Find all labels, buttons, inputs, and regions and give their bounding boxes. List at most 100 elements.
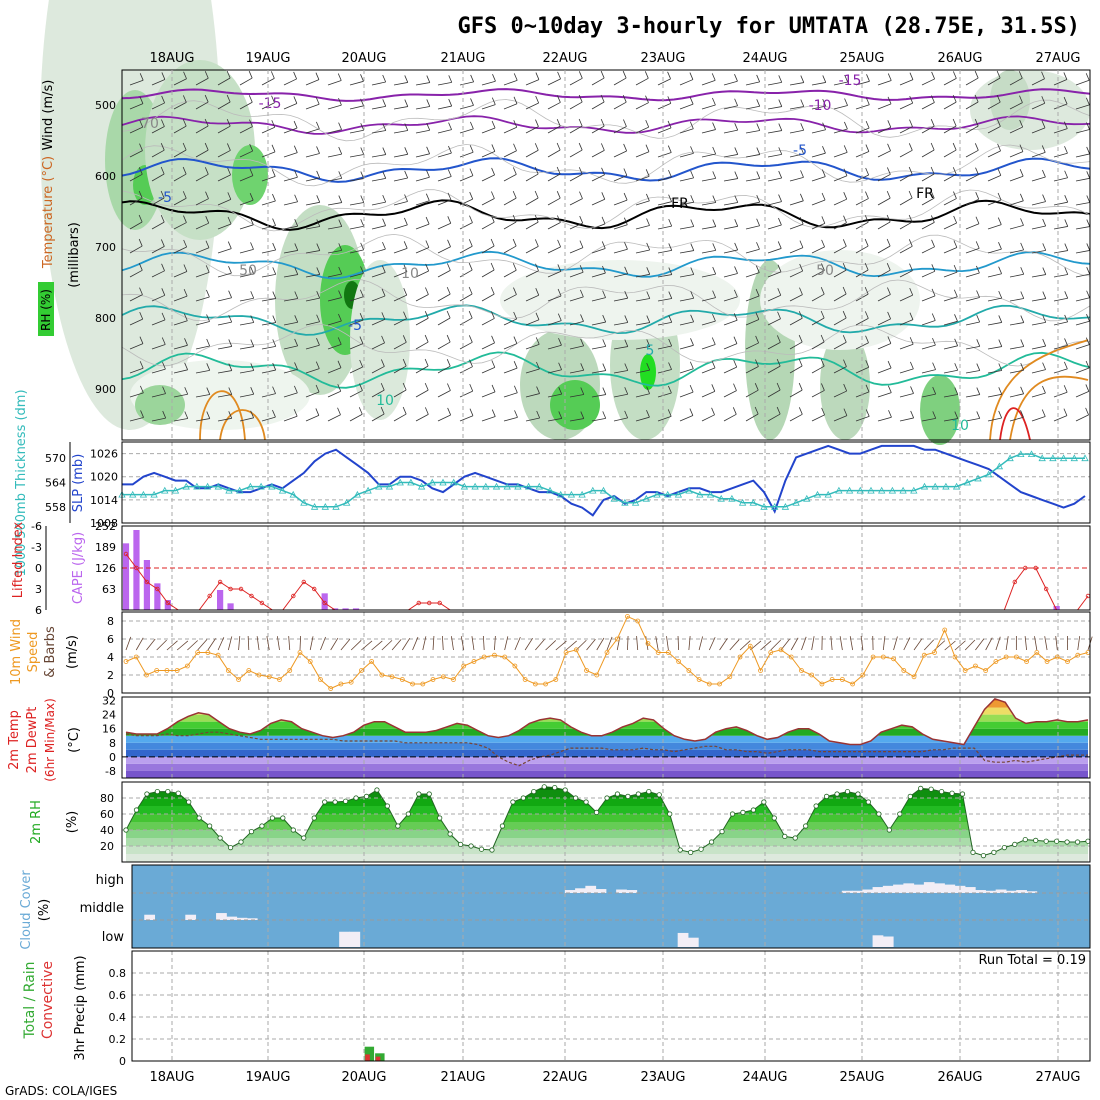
wind-barb-flag <box>139 119 144 128</box>
wind-barb <box>635 346 650 350</box>
cloud-level-label: middle <box>80 901 124 916</box>
wind-speed-point <box>133 654 139 660</box>
wind-barb-flag <box>1019 169 1024 177</box>
rh-band <box>126 838 1088 846</box>
wind-barb <box>349 319 364 326</box>
wind-barb <box>899 393 914 398</box>
thickness-point <box>182 482 190 490</box>
wind-barb-flag <box>138 263 143 271</box>
wind-barb-flag <box>271 144 276 152</box>
temp-tick-label: 0 <box>109 751 116 764</box>
rh-point <box>729 811 736 817</box>
wind-barb <box>1031 274 1046 278</box>
wind-barb-flag <box>315 72 320 80</box>
wind-barb <box>1031 201 1046 206</box>
axis-label: Temperature (°C) <box>41 156 56 269</box>
wind-barb <box>1075 297 1090 302</box>
wind-barb <box>789 129 804 134</box>
wind-barb <box>371 640 383 651</box>
cloud-bar-middle <box>236 917 248 920</box>
wind-barb <box>156 639 167 651</box>
thickness-point <box>738 498 747 506</box>
wind-barb-flag <box>624 266 628 274</box>
wind-barb <box>1053 128 1068 134</box>
wind-barb-flag <box>403 264 408 272</box>
wind-barb-flag <box>535 263 539 271</box>
wind-barb <box>760 640 772 651</box>
wind-barb-flag <box>800 75 805 83</box>
cloud-bar-low <box>872 935 884 947</box>
wind-barb-flag <box>754 406 759 415</box>
axis-label: (%) <box>37 899 52 922</box>
rh-band <box>126 854 1088 862</box>
wind-barb <box>855 391 870 398</box>
wind-barb <box>943 247 958 254</box>
wind-barb-flag <box>952 167 957 175</box>
wind-barb <box>173 271 188 278</box>
precip-tick-label: 0 <box>119 1055 126 1068</box>
wind-barb-flag <box>624 363 629 371</box>
wind-barb <box>657 274 672 278</box>
wind-barb <box>327 390 341 398</box>
rh-point <box>562 787 568 793</box>
wind-barb-flag <box>206 289 210 298</box>
wind-barb <box>877 150 891 158</box>
wind-barb-flag <box>558 411 563 419</box>
wind-barb <box>708 637 716 651</box>
wind-speed-point <box>604 650 610 655</box>
wind-barb-flag <box>623 119 627 127</box>
thickness-point <box>781 502 790 510</box>
wind-barb <box>129 269 143 278</box>
wind-barb <box>151 197 165 206</box>
wind-barb <box>811 317 825 326</box>
wind-barb-flag <box>1064 267 1069 275</box>
thickness-point <box>471 482 479 490</box>
wind-barb <box>679 103 694 110</box>
wind-barb <box>954 640 966 651</box>
wind-barb-flag <box>711 360 716 369</box>
wind-barb <box>340 638 351 651</box>
wind-barb <box>877 197 891 206</box>
rh-point <box>771 815 777 821</box>
wind-barb-flag <box>338 146 343 155</box>
wind-barb-flag <box>624 291 629 299</box>
wind-speed-point <box>358 668 364 673</box>
wind-barb <box>525 245 539 254</box>
wind-barb-flag <box>228 266 232 274</box>
wind-barb <box>701 297 716 302</box>
wind-barb <box>327 178 342 182</box>
temp-band <box>126 735 1088 743</box>
wind-speed-point <box>174 668 180 673</box>
wind-barb <box>261 416 276 422</box>
wind-barb-flag <box>315 361 320 369</box>
cloud-bar-high <box>934 883 945 893</box>
wind-barb <box>855 416 870 422</box>
rh-point <box>614 791 621 797</box>
wind-barb <box>349 178 364 182</box>
wind-barb-flag <box>601 167 605 175</box>
wind-speed-point <box>328 686 334 691</box>
wind-speed-point <box>502 654 508 660</box>
temp-line <box>125 697 1089 746</box>
wind-barb-flag <box>468 335 473 343</box>
wind-barb-flag <box>360 123 365 131</box>
wind-barb <box>899 79 914 86</box>
wind-speed-point <box>911 674 917 680</box>
pressure-tick-label: 500 <box>95 99 116 112</box>
wind-barb-flag <box>953 215 958 224</box>
wind-barb <box>1009 102 1023 110</box>
pressure-tick-label: 900 <box>95 383 116 396</box>
wind-barb <box>261 176 276 182</box>
wind-barb-flag <box>338 195 343 203</box>
wind-barb-flag <box>139 96 144 104</box>
wind-barb <box>635 151 650 158</box>
wind-speed-point <box>993 659 999 664</box>
wind-barb-flag <box>865 384 870 392</box>
wind-barb <box>723 366 737 374</box>
wind-speed-point <box>758 668 763 673</box>
wind-barb <box>437 246 451 254</box>
rh-point <box>1012 841 1018 848</box>
rh-point <box>238 839 244 845</box>
thickness-point <box>524 482 533 490</box>
wind-barb <box>129 126 143 134</box>
